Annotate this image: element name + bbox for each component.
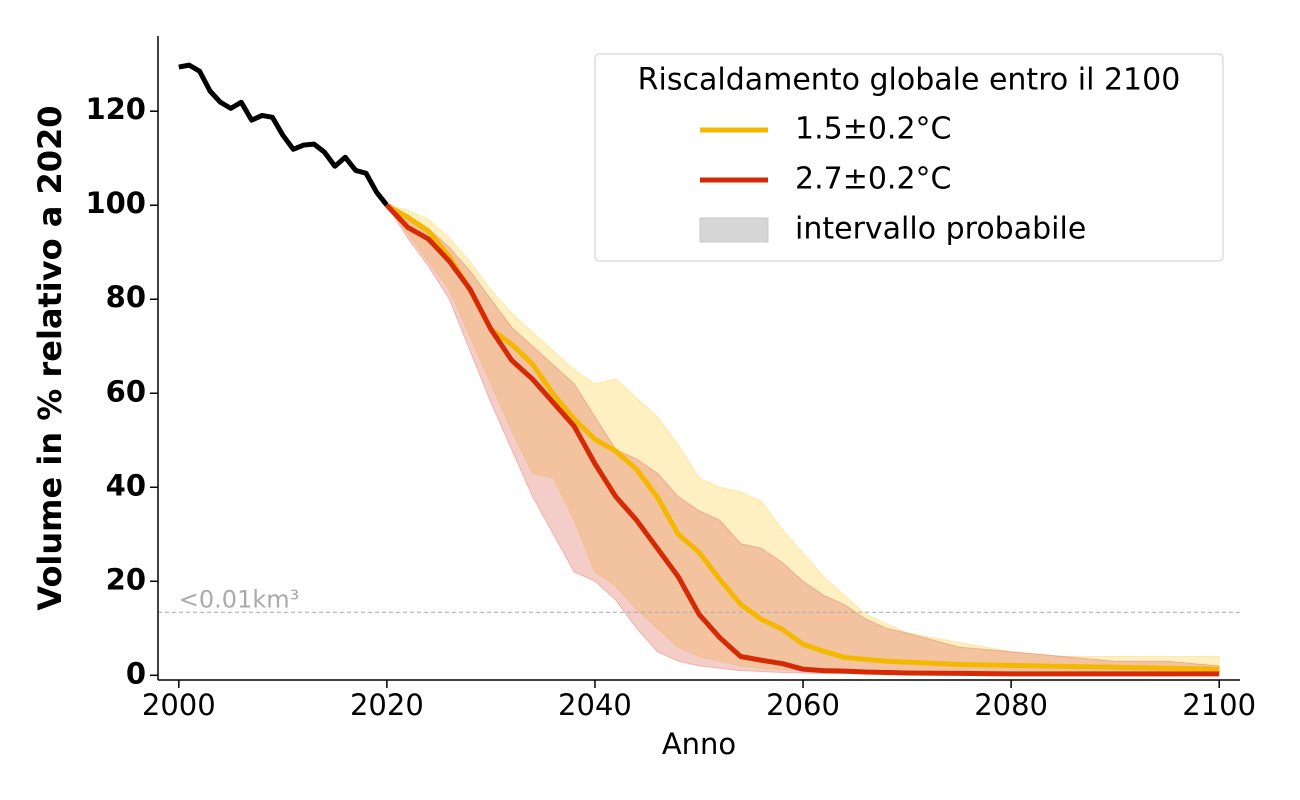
series-line bbox=[178, 62, 389, 207]
x-tick-label: 2060 bbox=[766, 688, 840, 722]
legend-box bbox=[594, 53, 1224, 262]
y-tick-label: 120 bbox=[85, 92, 146, 126]
y-axis-label: Volume in % relativo a 2020 bbox=[31, 105, 69, 610]
y-tick-label: 60 bbox=[106, 374, 146, 408]
legend-label: intervallo probabile bbox=[795, 212, 1086, 247]
likely-range-band bbox=[385, 204, 1220, 675]
y-tick-label: 100 bbox=[85, 186, 146, 220]
y-tick-label: 0 bbox=[126, 656, 146, 690]
x-tick-label: 2080 bbox=[974, 688, 1048, 722]
legend-title: Riscaldamento globale entro il 2100 bbox=[638, 63, 1181, 98]
x-axis-label: Anno bbox=[662, 727, 736, 761]
series-line bbox=[385, 203, 1220, 677]
x-tick-label: 2020 bbox=[350, 688, 424, 722]
x-tick-label: 2040 bbox=[558, 688, 632, 722]
legend-swatch bbox=[699, 217, 769, 243]
x-tick-label: 2100 bbox=[1182, 688, 1256, 722]
y-tick-label: 40 bbox=[106, 468, 146, 502]
threshold-label: <0.01km³ bbox=[179, 585, 299, 613]
likely-range-band bbox=[385, 204, 1220, 674]
x-tick-label: 2000 bbox=[142, 688, 216, 722]
y-tick-label: 80 bbox=[106, 280, 146, 314]
y-tick-label: 20 bbox=[106, 562, 146, 596]
legend-label: 2.7±0.2°C bbox=[795, 162, 952, 197]
legend-label: 1.5±0.2°C bbox=[795, 112, 952, 147]
